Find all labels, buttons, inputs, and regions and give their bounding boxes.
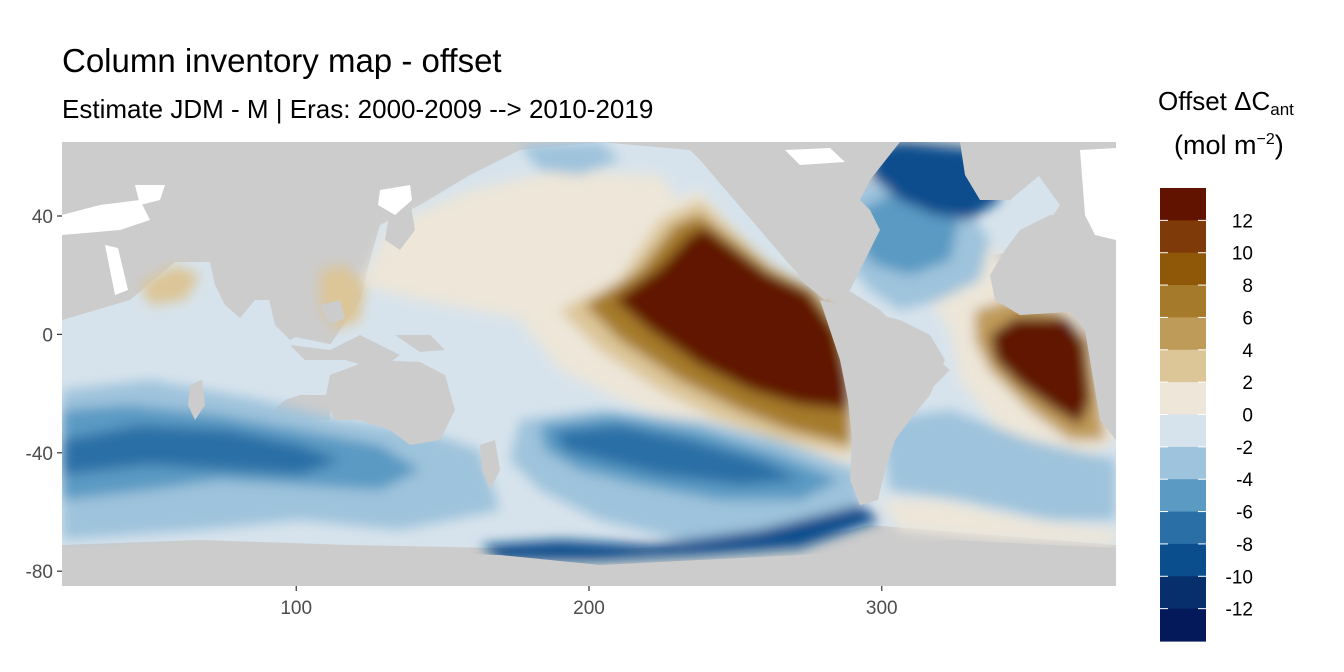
land-africa-east — [62, 142, 470, 310]
legend-swatch — [1160, 382, 1206, 416]
band-neg-8-antarctic-margin — [480, 505, 880, 560]
band-pos-12-south-atlantic — [990, 318, 1090, 425]
legend-swatch — [1160, 349, 1206, 383]
land-australia — [325, 360, 455, 445]
y-axis: 40 0 -40 -80 — [26, 207, 62, 583]
legend-label: 0 — [1242, 406, 1253, 427]
coastal-land — [188, 240, 835, 420]
legend-swatch — [1160, 479, 1206, 513]
band-neg-8-southern-indian — [62, 425, 340, 475]
legend-label: 10 — [1232, 244, 1253, 265]
legend-swatch — [1160, 576, 1206, 610]
land-masses — [62, 142, 1116, 586]
land-new-guinea — [395, 335, 445, 352]
legend-title-main-line: Offset ΔCant — [1158, 86, 1318, 120]
legend-swatch — [1160, 446, 1206, 480]
land-new-zealand — [480, 440, 500, 490]
legend-unit-open: (mol m — [1174, 130, 1257, 160]
legend-label: 4 — [1242, 341, 1253, 362]
missing-siberia-1 — [62, 200, 150, 235]
legend-unit-close: ) — [1274, 130, 1284, 160]
band-neg-4-south-atlantic-acc — [880, 410, 1116, 520]
x-tick-label: 200 — [573, 598, 605, 619]
legend-title-sub: ant — [1270, 100, 1294, 119]
land-europe-africa — [990, 215, 1116, 440]
legend-unit-sup: −2 — [1256, 131, 1275, 148]
legend-swatch — [1160, 188, 1206, 221]
legend-swatch — [1160, 252, 1206, 286]
legend-colorbar — [1160, 188, 1206, 642]
band-neg-4-arctic-fringe — [520, 142, 620, 175]
legend-label: -12 — [1226, 600, 1253, 621]
land-india — [210, 262, 255, 318]
land-southeast-asia — [268, 295, 310, 340]
legend-label: -8 — [1236, 535, 1253, 556]
legend-swatch — [1160, 285, 1206, 319]
legend-label: 2 — [1242, 373, 1253, 394]
legend-label: -6 — [1236, 503, 1253, 524]
missing-siberia-2 — [135, 185, 165, 205]
legend-swatch — [1160, 220, 1206, 254]
legend-swatch — [1160, 414, 1206, 448]
legend-swatch — [1160, 511, 1206, 545]
land-north-america — [680, 142, 900, 300]
legend-label: -2 — [1236, 438, 1253, 459]
y-tick-label: -80 — [26, 562, 53, 583]
legend-label: -4 — [1236, 470, 1253, 491]
legend-label: 6 — [1242, 308, 1253, 329]
legend-swatch — [1160, 543, 1206, 577]
chart-subtitle: Estimate JDM - M | Eras: 2000-2009 --> 2… — [62, 94, 654, 124]
x-axis: 100 200 300 — [280, 586, 898, 619]
legend-label: -10 — [1226, 567, 1253, 588]
legend-title-unit: (mol m−2) — [1174, 130, 1318, 161]
y-tick-label: -40 — [26, 444, 53, 465]
legend-labels: 12 10 8 6 4 2 0 -2 -4 -6 -8 -10 -12 — [1160, 211, 1253, 621]
chart-title: Column inventory map - offset — [62, 42, 502, 79]
legend-title: Offset ΔCant (mol m−2) — [1158, 86, 1318, 161]
band-neg-8-southern-pacific — [555, 425, 800, 485]
legend-label: 8 — [1242, 276, 1253, 297]
land-greenland — [960, 142, 1050, 200]
missing-caspian — [105, 245, 128, 295]
x-tick-label: 100 — [280, 598, 312, 619]
land-borneo — [320, 300, 345, 325]
band-pos-12-east-pacific — [615, 228, 848, 410]
land-central-america — [785, 240, 835, 300]
land-south-america — [820, 300, 945, 505]
missing-baffin — [1080, 148, 1116, 240]
land-madagascar — [188, 380, 205, 420]
legend-title-main: Offset ΔC — [1158, 86, 1271, 116]
land-antarctica — [62, 540, 1116, 586]
y-tick-label: 40 — [32, 207, 53, 228]
legend-label: 12 — [1232, 211, 1253, 232]
missing-data — [62, 148, 1116, 295]
band-pos-4-arabian-sea — [140, 265, 200, 305]
missing-okhotsk — [378, 185, 412, 215]
x-tick-label: 300 — [866, 598, 898, 619]
legend-swatch — [1160, 317, 1206, 351]
legend-swatch — [1160, 608, 1206, 642]
y-tick-label: 0 — [42, 325, 53, 346]
missing-hudson — [785, 148, 845, 165]
offset-field — [62, 142, 1116, 560]
band-pos-2-drake — [880, 500, 1116, 545]
